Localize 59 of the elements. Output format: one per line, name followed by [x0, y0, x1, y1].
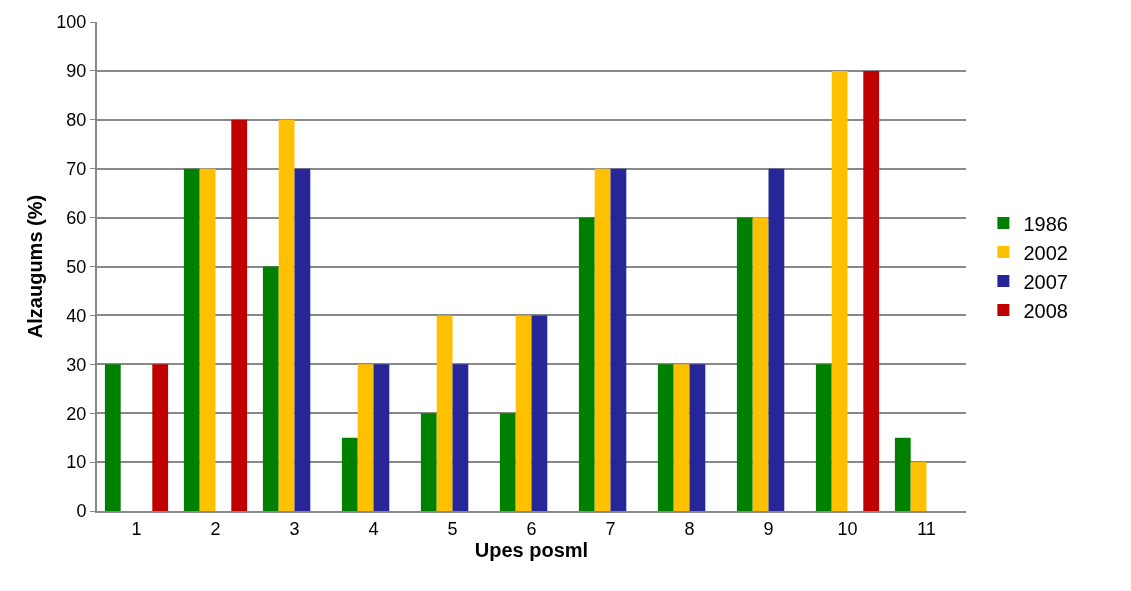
y-tick-label: 50 — [66, 256, 87, 277]
bar — [183, 168, 200, 511]
bar — [420, 413, 437, 511]
y-tick-label: 80 — [66, 110, 87, 131]
x-tick-label: 6 — [526, 518, 537, 539]
x-axis-title: Upes posml — [474, 538, 589, 561]
bar — [863, 70, 880, 511]
legend-label: 2008 — [1023, 299, 1068, 322]
bar — [152, 364, 169, 511]
y-tick-label: 10 — [66, 452, 87, 473]
bar — [231, 119, 248, 511]
y-tick-label: 30 — [66, 354, 87, 375]
bar — [373, 364, 390, 511]
bar — [689, 364, 706, 511]
bar — [610, 168, 627, 511]
bar — [341, 437, 358, 511]
y-tick-label: 40 — [66, 305, 87, 326]
bar — [768, 168, 785, 511]
x-tick-label: 5 — [447, 518, 458, 539]
x-tick-label: 11 — [917, 518, 936, 539]
legend-label: 2002 — [1023, 241, 1068, 264]
bar — [657, 364, 674, 511]
bar — [578, 217, 595, 511]
bar — [357, 364, 374, 511]
bar — [894, 437, 911, 511]
x-tick-label: 2 — [210, 518, 221, 539]
y-axis-title: Alzaugums (%) — [24, 194, 47, 339]
bar — [594, 168, 611, 511]
bar — [199, 168, 216, 511]
bar — [262, 266, 279, 511]
y-tick-label: 100 — [56, 12, 87, 33]
bar — [531, 315, 548, 511]
y-tick-label: 90 — [66, 61, 87, 82]
bar — [673, 364, 690, 511]
bar — [452, 364, 469, 511]
y-tick-label: 70 — [66, 159, 87, 179]
y-tick-label: 60 — [66, 207, 87, 228]
x-tick-label: 7 — [605, 518, 616, 539]
bar — [515, 315, 532, 511]
y-tick-label: 20 — [66, 403, 87, 424]
bar — [104, 364, 121, 511]
bar — [294, 168, 311, 511]
y-tick-label: 0 — [76, 501, 87, 522]
bar — [910, 462, 927, 511]
bar — [752, 217, 769, 511]
legend-label: 2007 — [1023, 270, 1068, 293]
bar — [815, 364, 832, 511]
bar — [499, 413, 516, 511]
x-tick-label: 10 — [837, 518, 858, 539]
bar — [831, 70, 848, 511]
bar — [278, 119, 295, 511]
bar — [436, 315, 453, 511]
x-tick-label: 3 — [289, 518, 300, 539]
x-tick-label: 9 — [763, 518, 774, 539]
x-tick-label: 8 — [684, 518, 695, 539]
x-tick-label: 4 — [368, 518, 379, 539]
x-tick-label: 1 — [131, 518, 142, 539]
legend-label: 1986 — [1023, 212, 1068, 235]
bar — [736, 217, 753, 511]
